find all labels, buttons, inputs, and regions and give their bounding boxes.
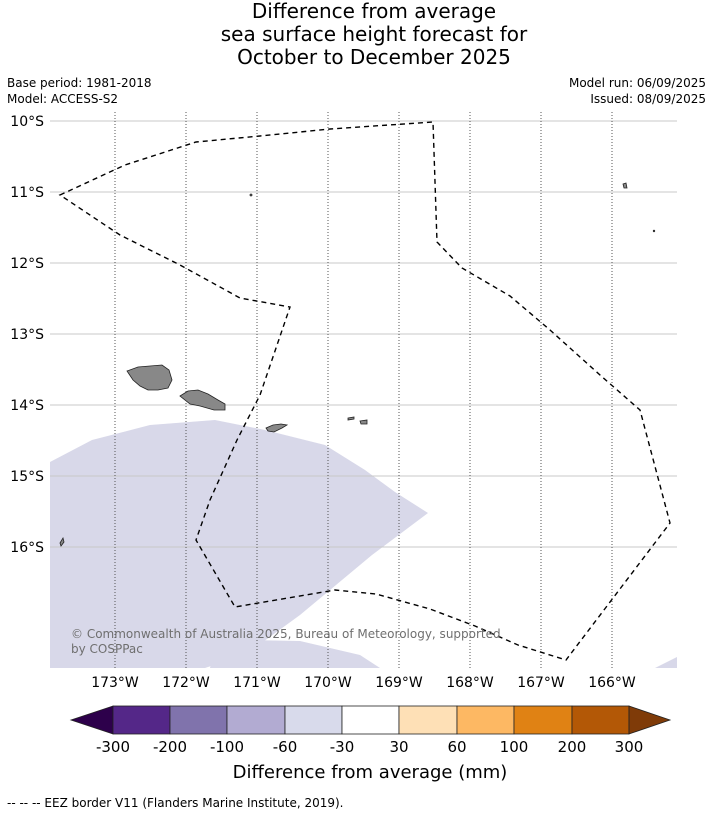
colorbar-extend-low (69, 705, 114, 735)
title-line-2: sea surface height forecast for (220, 22, 528, 46)
colorbar-swatch (341, 705, 400, 735)
colorbar-tick-label: 60 (447, 738, 466, 756)
lon-label: 171°W (233, 675, 281, 691)
issued-date: Issued: 08/09/2025 (590, 92, 706, 106)
colorbar-extend-high (628, 705, 672, 735)
islet-b (652, 229, 656, 233)
anomaly-region (50, 420, 428, 668)
eez-borders (58, 121, 671, 661)
lat-label: 16°S (10, 540, 44, 556)
lat-label: 15°S (10, 469, 44, 485)
islet-c (59, 536, 65, 547)
colorbar-tick-label: -30 (330, 738, 355, 756)
colorbar-swatch (112, 705, 171, 735)
lon-label: 172°W (162, 675, 210, 691)
island-tutuila (265, 423, 289, 433)
islet-a (249, 193, 253, 197)
island-upolu (179, 389, 226, 411)
colorbar-swatch (398, 705, 458, 735)
colorbar-title: Difference from average (mm) (233, 762, 508, 783)
title-line-3: October to December 2025 (237, 45, 511, 69)
lat-label: 13°S (10, 327, 44, 343)
lon-label: 170°W (304, 675, 352, 691)
copyright-line-1: © Commonwealth of Australia 2025, Bureau… (71, 627, 501, 641)
lat-label: 11°S (10, 185, 44, 201)
colorbar-swatch (284, 705, 343, 735)
colorbar-swatch (513, 705, 573, 735)
colorbar-tick-label: -300 (96, 738, 130, 756)
lon-label: 167°W (517, 675, 565, 691)
title-line-1: Difference from average (251, 0, 497, 23)
colorbar-tick-label: 30 (389, 738, 408, 756)
colorbar-swatch (571, 705, 630, 735)
colorbar-tick-label: 300 (615, 738, 644, 756)
map-area: © Commonwealth of Australia 2025, Bureau… (50, 112, 677, 668)
colorbar-swatch (226, 705, 286, 735)
latitude-labels: 10°S 11°S 12°S 13°S 14°S 15°S 16°S (10, 114, 44, 556)
lon-label: 166°W (588, 675, 636, 691)
colorbar-tick-label: 100 (500, 738, 529, 756)
land-masses (59, 182, 656, 547)
lon-label: 169°W (375, 675, 423, 691)
lat-label: 12°S (10, 256, 44, 272)
lon-label: 173°W (91, 675, 139, 691)
anomaly-region-small (210, 640, 380, 668)
island-ofu (347, 416, 355, 421)
longitude-labels: 173°W 172°W 171°W 170°W 169°W 168°W 167°… (91, 675, 636, 691)
island-swains (622, 182, 628, 189)
latitude-gridlines (50, 120, 677, 548)
colorbar-tick-label: -100 (210, 738, 244, 756)
lat-label: 14°S (10, 398, 44, 414)
lon-label: 168°W (446, 675, 494, 691)
lat-label: 10°S (10, 114, 44, 130)
colorbar-tick-label: -200 (153, 738, 187, 756)
colorbar-tick-label: -60 (273, 738, 298, 756)
colorbar-tick-label: 200 (558, 738, 587, 756)
model-name: Model: ACCESS-S2 (7, 92, 119, 106)
colorbar-tick-labels: -300 -200 -100 -60 -30 30 60 100 200 300 (96, 738, 643, 756)
anomaly-region-corner (655, 657, 677, 668)
map-title: Difference from average sea surface heig… (0, 0, 713, 69)
colorbar-swatch (456, 705, 515, 735)
colorbar-swatch (169, 705, 228, 735)
model-run: Model run: 06/09/2025 (568, 76, 706, 90)
island-tau (359, 419, 368, 425)
eez-legend: -- -- -- EEZ border V11 (Flanders Marine… (7, 796, 344, 810)
copyright-line-2: by COSPPac (71, 642, 143, 656)
island-savaii (126, 364, 173, 391)
eez-border-samoa (58, 121, 671, 661)
base-period: Base period: 1981-2018 (7, 76, 152, 90)
colorbar (69, 705, 672, 735)
meta-left: Base period: 1981-2018 Model: ACCESS-S2 (7, 75, 152, 107)
meta-right: Model run: 06/09/2025 Issued: 08/09/2025 (569, 75, 706, 107)
